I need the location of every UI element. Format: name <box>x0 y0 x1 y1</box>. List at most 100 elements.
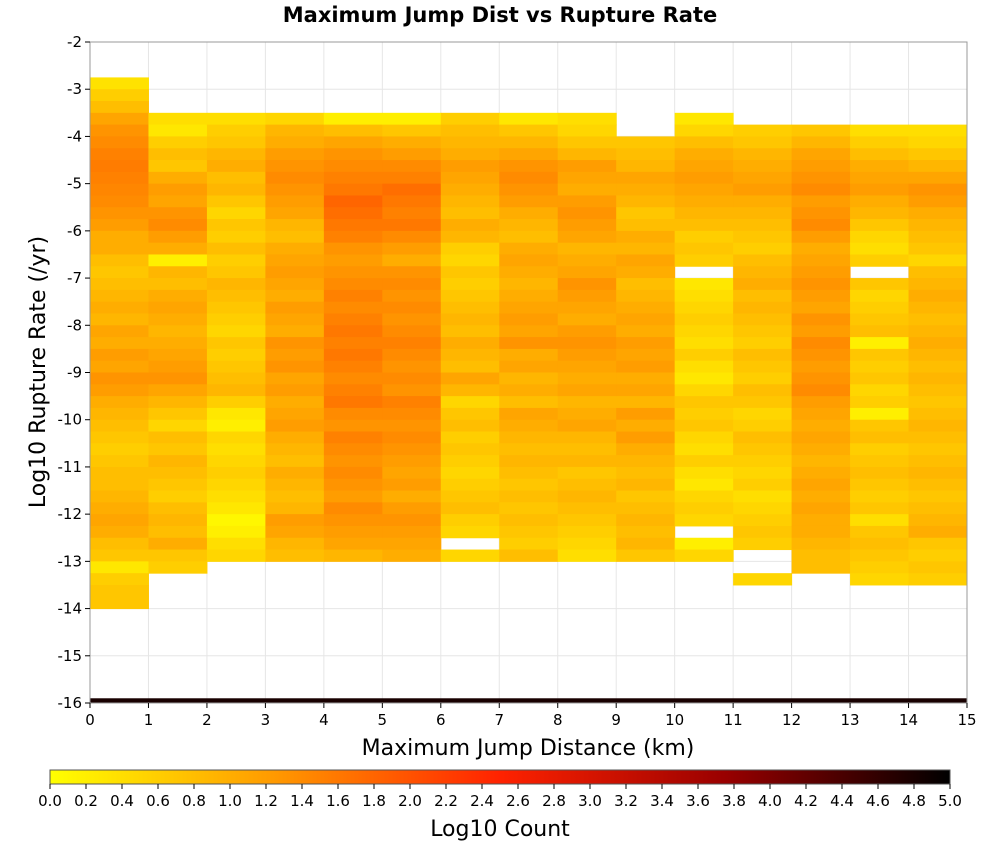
heatmap-cell <box>674 136 734 149</box>
heatmap-cell <box>557 325 617 338</box>
heatmap-cell <box>674 160 734 173</box>
x-tick-label: 13 <box>841 711 860 729</box>
heatmap-cell <box>733 466 793 480</box>
heatmap-cell <box>674 478 734 492</box>
heatmap-cell <box>616 396 676 409</box>
heatmap-cell <box>733 396 793 409</box>
heatmap-cell <box>440 207 500 220</box>
heatmap-cell <box>499 407 559 421</box>
x-tick-label: 8 <box>553 711 563 729</box>
colorbar-tick-label: 4.2 <box>794 792 818 810</box>
heatmap-cell <box>557 337 617 350</box>
heatmap-cell <box>850 360 910 373</box>
heatmap-cell <box>265 254 325 267</box>
heatmap-cell <box>148 289 208 303</box>
heatmap-cell <box>440 348 500 362</box>
heatmap-cell <box>557 112 617 126</box>
heatmap-cell <box>674 372 734 385</box>
heatmap-cell <box>674 148 734 161</box>
heatmap-cell <box>206 466 266 480</box>
heatmap-cell <box>791 242 851 255</box>
heatmap-cell <box>850 313 910 326</box>
heatmap-cell <box>90 195 149 208</box>
heatmap-cell <box>440 254 500 267</box>
heatmap-cell <box>850 195 910 208</box>
heatmap-cell <box>674 466 734 480</box>
colorbar-tick-label: 2.8 <box>542 792 566 810</box>
heatmap-cell <box>557 466 617 480</box>
heatmap-cell <box>791 407 851 421</box>
heatmap-cell <box>791 419 851 433</box>
heatmap-cell <box>90 242 149 255</box>
heatmap-cell <box>616 254 676 267</box>
heatmap-cell <box>733 537 793 551</box>
heatmap-cell <box>499 124 559 137</box>
heatmap-cell <box>674 313 734 326</box>
heatmap-cell <box>499 313 559 326</box>
heatmap-cell <box>791 455 851 468</box>
heatmap-cell <box>206 396 266 409</box>
heatmap-cell <box>323 407 383 421</box>
colorbar-tick-label: 1.6 <box>326 792 350 810</box>
heatmap-cell <box>265 183 325 196</box>
x-tick-label: 0 <box>85 711 95 729</box>
heatmap-cell <box>206 219 266 232</box>
heatmap-cell <box>674 396 734 409</box>
heatmap-cell <box>499 455 559 468</box>
heatmap-cell <box>733 455 793 468</box>
heatmap-cell <box>323 301 383 314</box>
heatmap-cell <box>791 160 851 173</box>
heatmap-cell <box>382 490 442 503</box>
heatmap-cell <box>850 396 910 409</box>
heatmap-cell <box>382 337 442 350</box>
heatmap-cell <box>323 289 383 303</box>
heatmap-cell <box>499 219 559 232</box>
heatmap-cell <box>265 112 325 126</box>
colorbar-tick-label: 1.2 <box>254 792 278 810</box>
heatmap-cell <box>557 384 617 397</box>
heatmap-cell <box>382 112 442 126</box>
heatmap-cell <box>382 254 442 267</box>
heatmap-cell <box>674 490 734 503</box>
heatmap-cell <box>499 549 559 562</box>
heatmap-cell <box>265 525 325 539</box>
heatmap-cell <box>265 455 325 468</box>
heatmap-cell <box>206 278 266 291</box>
heatmap-cell <box>557 289 617 303</box>
heatmap-cell <box>616 230 676 244</box>
heatmap-cell <box>440 136 500 149</box>
heatmap-cell <box>440 490 500 503</box>
heatmap-cell <box>908 514 968 527</box>
heatmap-cell <box>674 337 734 350</box>
heatmap-cell <box>908 396 968 409</box>
heatmap-cell <box>557 254 617 267</box>
heatmap-cell <box>850 443 910 456</box>
heatmap-cell <box>440 124 500 137</box>
heatmap-cell <box>674 219 734 232</box>
heatmap-cell <box>499 537 559 551</box>
heatmap-cell <box>265 207 325 220</box>
heatmap-cell <box>674 549 734 562</box>
heatmap-cell <box>265 549 325 562</box>
heatmap-cell <box>382 301 442 314</box>
heatmap-cell <box>499 372 559 385</box>
heatmap-cell <box>382 171 442 185</box>
heatmap-cell <box>265 348 325 362</box>
heatmap-cell <box>90 219 149 232</box>
heatmap-cell <box>499 502 559 515</box>
heatmap-cell <box>733 419 793 433</box>
heatmap-cell <box>323 514 383 527</box>
heatmap-cell <box>499 325 559 338</box>
heatmap-cell <box>206 195 266 208</box>
heatmap-cell <box>323 148 383 161</box>
heatmap-cell <box>148 112 208 126</box>
y-tick-label: -5 <box>67 175 82 193</box>
heatmap-cell <box>148 183 208 196</box>
heatmap-cell <box>791 278 851 291</box>
heatmap-cell <box>382 230 442 244</box>
heatmap-cell <box>908 561 968 574</box>
heatmap-cell <box>674 207 734 220</box>
heatmap-cell <box>90 525 149 539</box>
heatmap-cell <box>674 502 734 515</box>
heatmap-cell <box>616 549 676 562</box>
